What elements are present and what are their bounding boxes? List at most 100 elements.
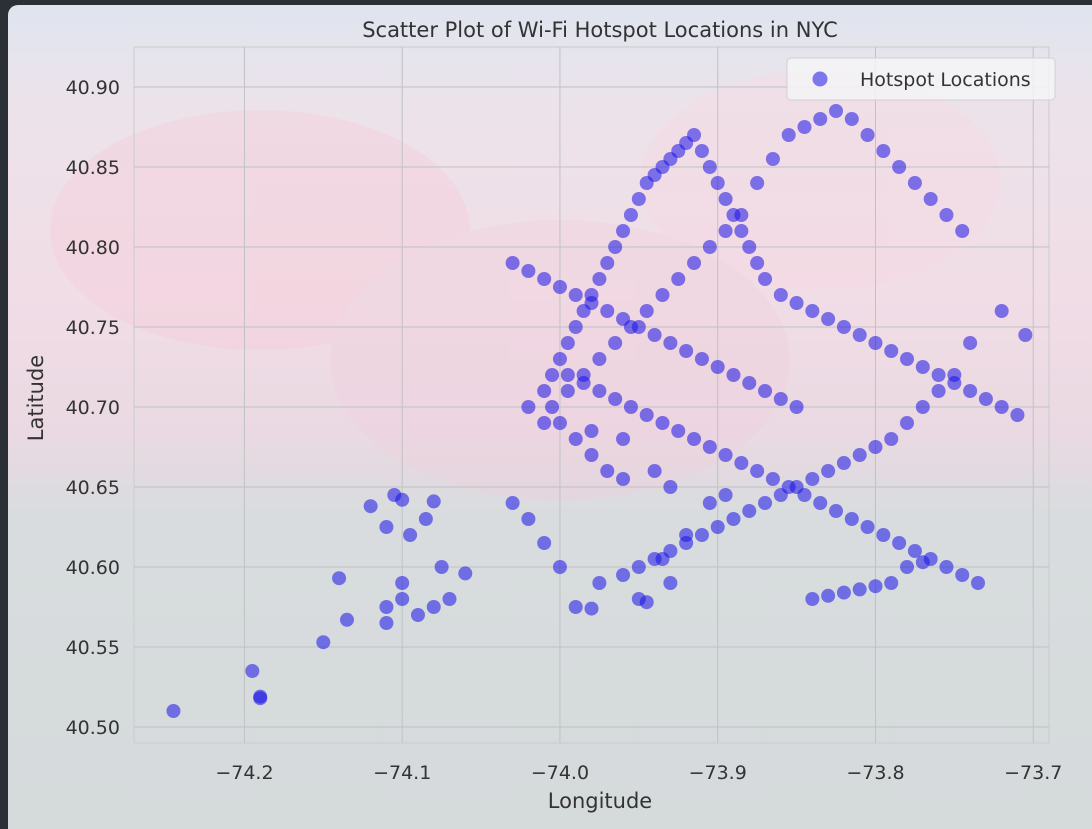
data-point bbox=[537, 384, 552, 398]
x-tick-label: −73.9 bbox=[689, 762, 747, 784]
data-point bbox=[671, 424, 686, 438]
data-point bbox=[616, 312, 631, 326]
data-point bbox=[379, 520, 394, 534]
data-point bbox=[726, 368, 741, 382]
data-point bbox=[884, 576, 899, 590]
data-point bbox=[726, 512, 741, 526]
plot-area bbox=[133, 46, 1050, 744]
data-point bbox=[616, 224, 631, 238]
data-point bbox=[892, 536, 907, 550]
data-point bbox=[616, 432, 631, 446]
data-point bbox=[781, 480, 796, 494]
data-point bbox=[797, 488, 812, 502]
data-point bbox=[600, 464, 615, 478]
data-point bbox=[797, 120, 812, 134]
data-point bbox=[742, 504, 757, 518]
data-point bbox=[560, 336, 575, 350]
data-point bbox=[395, 492, 410, 507]
data-point bbox=[765, 472, 780, 486]
data-point bbox=[821, 464, 836, 478]
data-point bbox=[836, 320, 851, 334]
data-point bbox=[907, 176, 922, 190]
data-point bbox=[434, 560, 449, 574]
data-point bbox=[773, 288, 788, 302]
data-point bbox=[639, 595, 654, 610]
data-point bbox=[568, 432, 583, 446]
data-point bbox=[915, 400, 930, 414]
data-point bbox=[584, 424, 599, 438]
data-point bbox=[884, 432, 899, 446]
data-point bbox=[600, 304, 615, 318]
data-point bbox=[166, 704, 181, 718]
data-point bbox=[560, 368, 575, 382]
legend-label: Hotspot Locations bbox=[860, 69, 1031, 91]
data-point bbox=[923, 552, 938, 566]
data-point bbox=[245, 664, 260, 678]
data-point bbox=[718, 224, 733, 238]
data-point bbox=[978, 392, 993, 406]
data-point bbox=[805, 592, 820, 606]
data-point bbox=[545, 368, 560, 382]
data-point bbox=[963, 384, 978, 398]
data-point bbox=[576, 376, 591, 390]
data-point bbox=[836, 456, 851, 470]
plot-frame bbox=[133, 46, 1050, 744]
x-axis-label: Longitude bbox=[548, 789, 652, 813]
data-point bbox=[623, 208, 638, 222]
data-point bbox=[663, 576, 678, 590]
data-point bbox=[679, 536, 694, 550]
data-point bbox=[552, 560, 567, 574]
x-axis-ticks: −74.2 −74.1 −74.0 −73.9 −73.8 −73.7 bbox=[215, 762, 1062, 784]
data-point bbox=[900, 416, 915, 430]
data-point bbox=[702, 496, 717, 510]
data-point bbox=[584, 601, 599, 616]
data-point bbox=[852, 328, 867, 342]
data-point bbox=[631, 320, 646, 334]
data-point bbox=[592, 576, 607, 590]
data-point bbox=[663, 480, 678, 494]
data-point bbox=[742, 376, 757, 390]
data-point bbox=[702, 240, 717, 254]
data-point bbox=[765, 152, 780, 166]
data-point bbox=[781, 128, 796, 142]
data-point bbox=[418, 512, 433, 526]
data-point bbox=[844, 512, 859, 526]
data-point bbox=[687, 256, 702, 270]
data-point bbox=[860, 520, 875, 534]
y-tick-label: 40.80 bbox=[66, 237, 120, 259]
data-point bbox=[655, 288, 670, 302]
legend: Hotspot Locations bbox=[786, 57, 1056, 101]
x-tick-label: −73.7 bbox=[1004, 762, 1062, 784]
data-point bbox=[884, 344, 899, 358]
data-point bbox=[734, 456, 749, 470]
data-point bbox=[592, 272, 607, 286]
data-point bbox=[537, 272, 552, 286]
data-point bbox=[939, 208, 954, 222]
data-point bbox=[339, 612, 354, 627]
x-tick-label: −73.8 bbox=[846, 762, 904, 784]
data-point bbox=[1018, 328, 1033, 342]
data-point bbox=[868, 336, 883, 350]
data-point bbox=[379, 600, 394, 614]
y-tick-label: 40.65 bbox=[66, 477, 120, 499]
data-point bbox=[647, 552, 662, 566]
data-point bbox=[758, 496, 773, 510]
data-point bbox=[868, 579, 883, 594]
data-point bbox=[860, 128, 875, 142]
data-point bbox=[710, 176, 725, 190]
data-point bbox=[994, 304, 1009, 318]
data-point bbox=[537, 416, 552, 430]
data-point bbox=[568, 288, 583, 302]
data-point bbox=[592, 352, 607, 366]
data-point bbox=[805, 472, 820, 486]
data-point bbox=[821, 312, 836, 326]
data-point bbox=[584, 296, 599, 310]
legend-marker bbox=[812, 71, 828, 87]
data-point bbox=[608, 240, 623, 254]
data-point bbox=[758, 272, 773, 286]
data-point bbox=[663, 336, 678, 350]
data-point bbox=[931, 384, 946, 398]
y-tick-label: 40.85 bbox=[66, 157, 120, 179]
data-point bbox=[505, 496, 520, 510]
